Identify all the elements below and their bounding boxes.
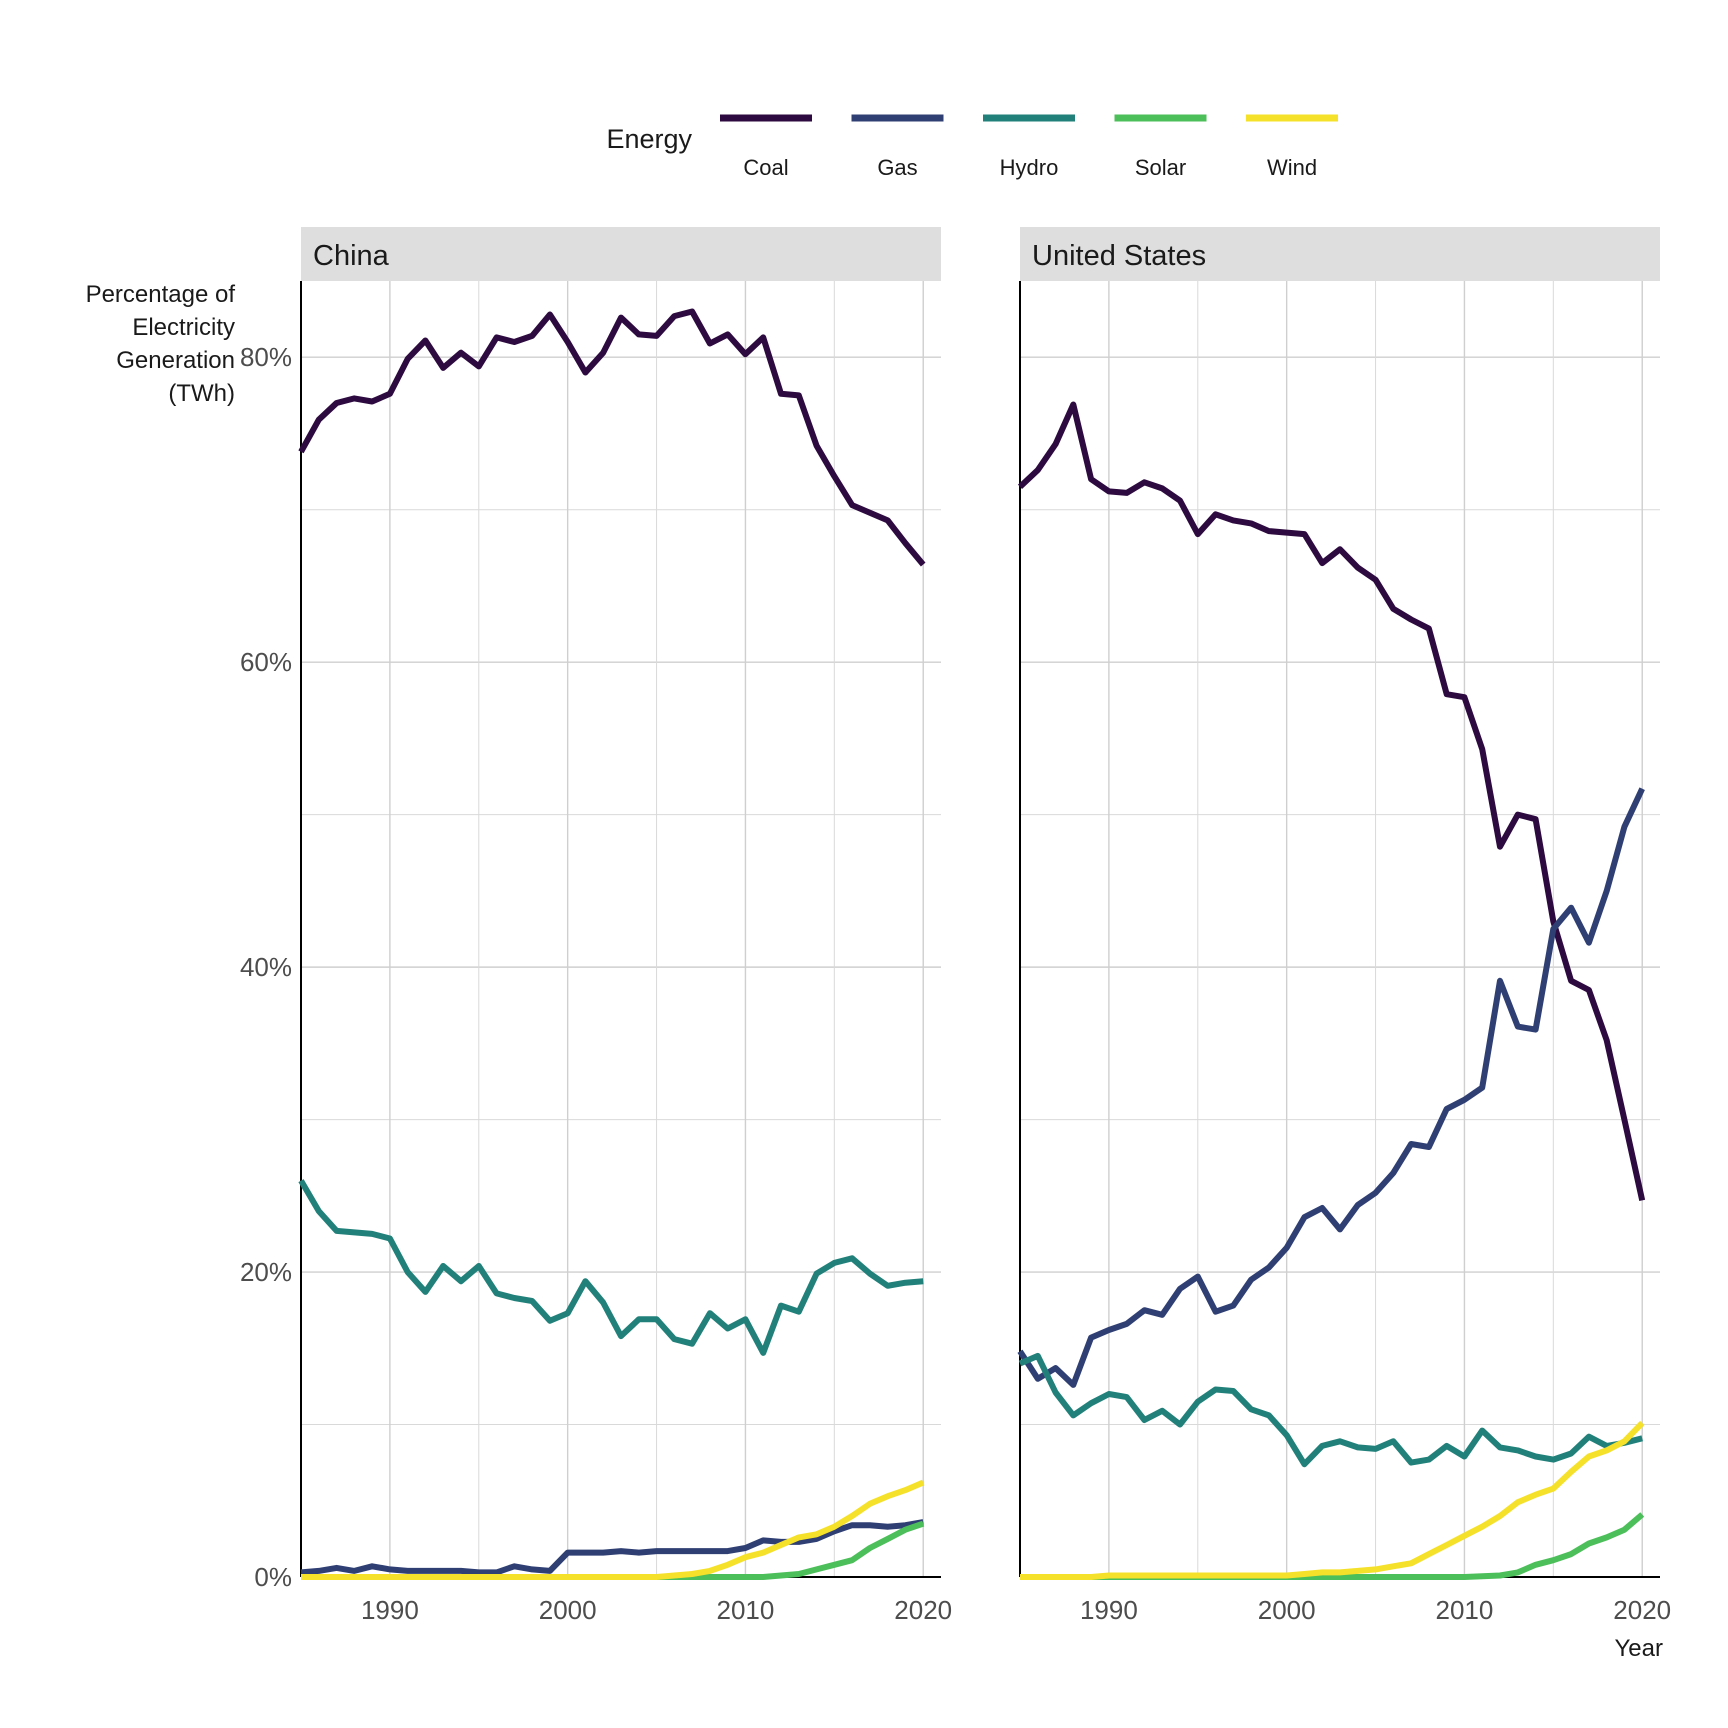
- series-line-solar: [1020, 1512, 1645, 1580]
- series-line-coal: [1017, 401, 1646, 1202]
- x-axis-label: Year: [1615, 1635, 1664, 1662]
- legend-title: Energy: [606, 124, 692, 154]
- x-tick-label: 2020: [1613, 1595, 1671, 1625]
- series-line-hydro: [298, 1179, 924, 1356]
- series-line-hydro: [1018, 1352, 1643, 1468]
- y-axis-label-line: Electricity: [132, 314, 235, 341]
- panels: China 1990 2000 2010 2020 0% 20% 40% 60% 80% Unite…: [240, 227, 1671, 1625]
- x-tick-label: 2010: [717, 1595, 775, 1625]
- y-tick-label: 60%: [240, 647, 292, 677]
- legend-label-gas: Gas: [877, 155, 917, 180]
- y-tick-label: 80%: [240, 342, 292, 372]
- x-tick-label: 2000: [539, 1595, 597, 1625]
- y-tick-label: 0%: [254, 1562, 292, 1592]
- legend-label-hydro: Hydro: [1000, 155, 1059, 180]
- legend-label-solar: Solar: [1135, 155, 1186, 180]
- panel-title: China: [313, 240, 390, 272]
- x-tick-label: 2020: [894, 1595, 952, 1625]
- legend: Energy Coal Gas Hydro Solar Wind: [606, 114, 1338, 180]
- y-axis-label-line: Percentage of: [86, 281, 236, 308]
- series-line-wind: [301, 1479, 925, 1580]
- legend-label-wind: Wind: [1267, 155, 1317, 180]
- series-line-gas: [1017, 787, 1645, 1388]
- panel-strip: [1020, 227, 1660, 281]
- x-tick-label: 1990: [1080, 1595, 1138, 1625]
- panel-china: China 1990 2000 2010 2020 0% 20% 40% 60% 80%: [240, 227, 952, 1625]
- series-line-gas: [300, 1519, 924, 1576]
- legend-label-coal: Coal: [743, 155, 788, 180]
- series-line-coal: [298, 308, 926, 567]
- panel-united-states: United States 1990 2000 2010 2020: [1017, 227, 1671, 1625]
- panel-title: United States: [1032, 240, 1206, 272]
- x-tick-label: 1990: [361, 1595, 419, 1625]
- y-axis-label: Percentage of Electricity Generation (TWh): [86, 281, 236, 407]
- x-tick-label: 2010: [1436, 1595, 1494, 1625]
- y-tick-label: 40%: [240, 952, 292, 982]
- x-tick-label: 2000: [1258, 1595, 1316, 1625]
- y-tick-label: 20%: [240, 1257, 292, 1287]
- panel-strip: [301, 227, 941, 281]
- y-axis-label-line: Generation: [116, 347, 235, 374]
- y-axis-label-line: (TWh): [168, 380, 235, 407]
- series-line-wind: [1020, 1420, 1645, 1580]
